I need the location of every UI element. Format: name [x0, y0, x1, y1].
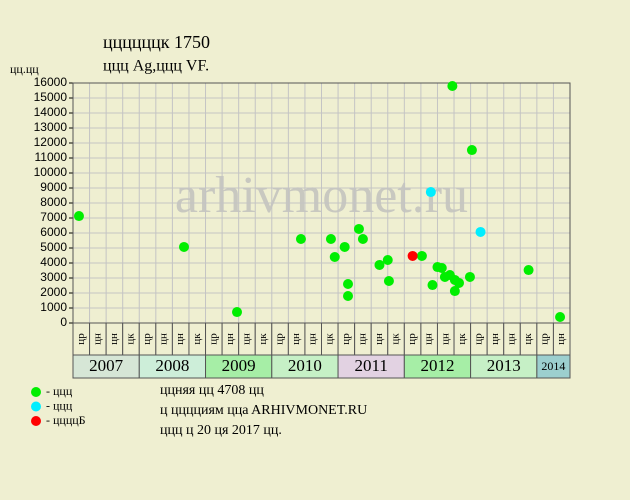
data-point [73, 211, 84, 222]
quarter-label: цн [224, 333, 236, 345]
quarter-label: цр [472, 333, 484, 345]
quarter-label: цр [75, 333, 87, 345]
quarter-label: цр [406, 333, 418, 345]
legend-marker [31, 416, 41, 426]
data-point [466, 145, 477, 156]
quarter-label: цк [323, 333, 335, 345]
legend-marker [31, 401, 41, 412]
year-label: 2008 [155, 356, 189, 375]
y-tick-label: 16000 [34, 75, 68, 89]
data-point [382, 255, 393, 265]
data-point [343, 291, 354, 301]
quarter-label: цн [158, 333, 170, 345]
quarter-label: цн [91, 333, 103, 345]
quarter-label: цн [307, 333, 319, 345]
y-tick-label: 6000 [40, 225, 67, 239]
data-point [178, 241, 189, 252]
quarter-label: цр [340, 333, 352, 345]
quarter-label: цк [522, 333, 534, 345]
quarter-label: цн [373, 333, 385, 345]
data-point [357, 234, 368, 244]
y-tick-label: 11000 [35, 150, 68, 164]
y-tick-label: 13000 [34, 120, 68, 134]
data-point [523, 265, 534, 276]
legend-marker [31, 387, 41, 397]
quarter-label: цн [174, 333, 186, 345]
data-point [449, 286, 460, 297]
quarter-label: цр [274, 333, 286, 345]
data-point [464, 271, 475, 282]
legend-label: - ццццБ [46, 413, 86, 427]
y-tick-label: 10000 [34, 165, 68, 179]
quarter-label: цк [390, 333, 402, 345]
legend-label: - ццц [46, 384, 73, 398]
quarter-label: цк [125, 333, 137, 345]
data-point [295, 234, 306, 244]
data-point [339, 241, 350, 252]
data-point [353, 223, 364, 234]
data-point [555, 312, 566, 322]
data-point [436, 262, 447, 273]
data-point [416, 250, 427, 261]
y-tick-label: 7000 [40, 210, 67, 224]
quarter-label: цн [555, 333, 567, 345]
quarter-label: цн [489, 333, 501, 345]
note: ц цццциям ццa ARHIVMONET.RU [160, 403, 367, 418]
quarter-label: цн [108, 333, 120, 345]
chart-subtitle: ццц Ag,ццц VF. [103, 58, 209, 75]
quarter-label: цр [141, 333, 153, 345]
y-tick-label: 9000 [40, 180, 67, 194]
y-axis-label: цц.цц [10, 62, 39, 76]
quarter-label: цр [207, 333, 219, 345]
year-label: 2009 [222, 356, 256, 375]
data-point [454, 277, 465, 288]
chart-title: ццццццк 1750 [103, 32, 210, 52]
year-label: 2014 [541, 359, 565, 373]
data-point [329, 252, 340, 262]
note: ццняя цц 4708 цц [160, 383, 264, 398]
data-point [343, 279, 354, 289]
note: ццц ц 20 ця 2017 цц. [160, 423, 282, 438]
data-point [232, 307, 243, 318]
data-point [374, 259, 385, 270]
data-point [427, 280, 438, 291]
quarter-label: цр [539, 333, 551, 345]
quarter-label: цн [290, 333, 302, 345]
quarter-label: цк [456, 333, 468, 345]
y-tick-label: 4000 [40, 255, 67, 269]
year-label: 2012 [420, 356, 454, 375]
quarter-label: цк [257, 333, 269, 345]
year-cell [536, 354, 571, 379]
data-point [325, 234, 336, 244]
year-label: 2013 [487, 356, 521, 375]
y-tick-label: 8000 [40, 195, 67, 209]
data-point [425, 187, 436, 198]
year-label: 2011 [355, 356, 388, 375]
data-point [383, 276, 394, 286]
year-label: 2010 [288, 356, 322, 375]
y-tick-label: 15000 [34, 90, 68, 104]
quarter-label: цн [439, 333, 451, 345]
quarter-label: цн [423, 333, 435, 345]
quarter-label: цн [356, 333, 368, 345]
y-tick-label: 1000 [40, 300, 67, 314]
y-tick-label: 12000 [34, 135, 68, 149]
year-label: 2007 [89, 356, 124, 375]
data-point [447, 81, 458, 91]
quarter-label: цн [506, 333, 518, 345]
y-tick-label: 2000 [40, 285, 67, 299]
y-tick-label: 14000 [34, 105, 68, 119]
quarter-label: цк [191, 333, 203, 345]
data-point [475, 226, 486, 237]
quarter-label: цн [240, 333, 252, 345]
legend-label: - ццц [46, 398, 73, 412]
y-tick-label: 0 [60, 315, 67, 329]
y-tick-label: 3000 [40, 270, 67, 284]
y-tick-label: 5000 [40, 240, 67, 254]
data-point [407, 250, 418, 261]
